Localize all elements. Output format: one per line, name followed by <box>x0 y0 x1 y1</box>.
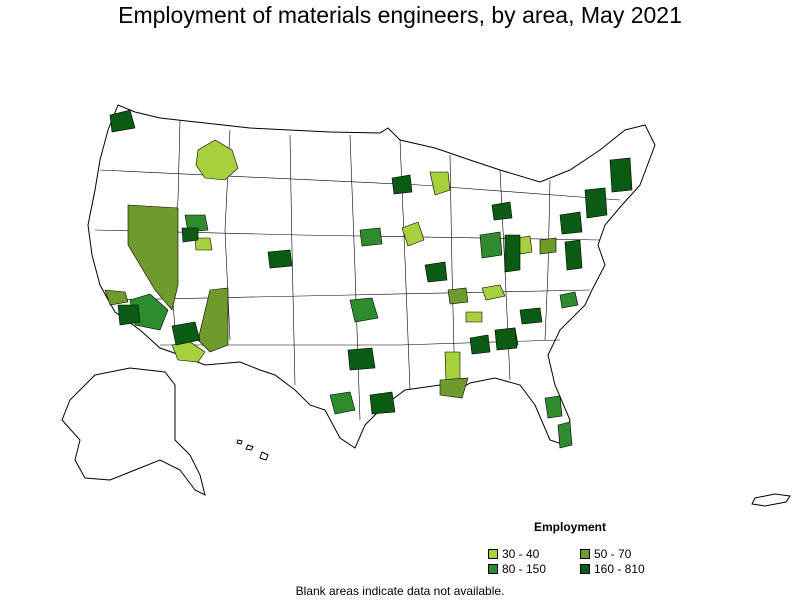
area-ohio-160-810 <box>504 234 521 273</box>
area-florida-80-150 <box>544 395 563 419</box>
contiguous-us-outline <box>87 104 656 449</box>
area-atlanta-160-810 <box>494 327 518 351</box>
area-utah-160-810 <box>181 227 199 243</box>
area-colorado-160-810 <box>267 249 293 269</box>
map-title: Employment of materials engineers, by ar… <box>118 2 682 28</box>
area-phoenix-160-810 <box>171 321 201 346</box>
area-virginia-50-70 <box>539 237 557 255</box>
hawaii-island <box>236 439 243 445</box>
area-california-central-50-70 <box>104 289 129 306</box>
hawaii-island <box>259 451 269 461</box>
legend-label: 50 - 70 <box>594 547 632 561</box>
area-nevada-50-70 <box>127 204 179 311</box>
area-new-york-160-810 <box>584 187 608 219</box>
legend-label: 80 - 150 <box>502 562 547 576</box>
area-minneapolis-160-810 <box>391 174 413 195</box>
area-indiana-80-150 <box>479 231 503 259</box>
area-montana-30-40 <box>195 139 239 181</box>
area-florida-south-80-150 <box>557 421 573 449</box>
area-new-mexico-50-70 <box>197 287 229 353</box>
alaska-outline <box>61 367 206 496</box>
legend-item-30-40: 30 - 40 <box>488 547 539 561</box>
legend-label: 160 - 810 <box>594 562 645 576</box>
puerto-rico-outline <box>751 493 791 507</box>
area-texas-west-80-150 <box>329 391 356 415</box>
legend-swatch <box>580 549 590 559</box>
legend-title: Employment <box>534 520 607 534</box>
legend-swatch <box>488 564 498 574</box>
area-los-angeles-160-810 <box>117 304 141 326</box>
area-pennsylvania-160-810 <box>559 211 583 235</box>
area-carolina-80-150 <box>559 291 579 309</box>
area-utah-30-40 <box>194 237 213 251</box>
area-dallas-160-810 <box>347 347 376 371</box>
area-new-england-160-810 <box>609 157 633 193</box>
legend-item-160-810: 160 - 810 <box>580 562 645 576</box>
area-tennessee-160-810 <box>519 307 543 325</box>
area-maryland-160-810 <box>564 239 583 271</box>
legend-item-50-70: 50 - 70 <box>580 547 631 561</box>
area-washington-160-810 <box>109 109 136 133</box>
area-michigan-160-810 <box>491 201 513 221</box>
area-alabama-30-40 <box>465 311 483 323</box>
area-kentucky-30-40 <box>481 284 506 301</box>
footnote: Blank areas indicate data not available. <box>295 584 505 598</box>
area-kansas-80-150 <box>359 227 383 247</box>
area-wisconsin-30-40 <box>429 171 451 196</box>
area-tennessee-50-70 <box>447 287 469 305</box>
legend-swatch <box>580 564 590 574</box>
area-louisiana-50-70 <box>439 377 469 399</box>
area-mississippi-30-40 <box>444 351 461 381</box>
area-alabama-160-810 <box>469 334 491 355</box>
area-oklahoma-80-150 <box>349 297 379 323</box>
area-st-louis-160-810 <box>424 261 448 283</box>
hawaii-island <box>245 444 254 451</box>
legend-item-80-150: 80 - 150 <box>488 562 546 576</box>
legend-label: 30 - 40 <box>502 547 540 561</box>
area-houston-160-810 <box>369 391 396 415</box>
area-illinois-30-40 <box>401 221 425 247</box>
legend-swatch <box>488 549 498 559</box>
